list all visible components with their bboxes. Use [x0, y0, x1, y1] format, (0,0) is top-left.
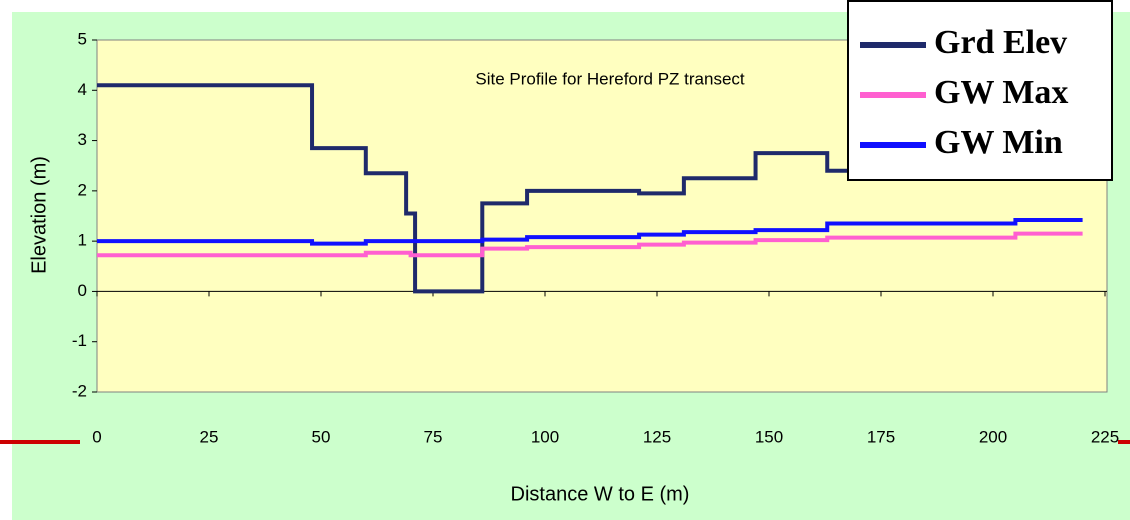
series-line — [97, 231, 1083, 258]
chart-title: Site Profile for Hereford PZ transect — [475, 69, 745, 88]
series-line — [97, 218, 1083, 246]
y-tick-label: 2 — [78, 180, 87, 199]
y-tick-label: 1 — [78, 231, 87, 250]
legend-label: GW Max — [934, 74, 1068, 111]
legend: Grd Elev GW Max GW Min — [847, 0, 1113, 181]
x-tick-label: 25 — [200, 427, 219, 446]
x-tick-label: 200 — [979, 427, 1007, 446]
x-tick-label: 100 — [531, 427, 559, 446]
x-tick-label: 150 — [755, 427, 783, 446]
y-tick-label: -2 — [72, 381, 87, 400]
legend-label: GW Min — [934, 124, 1063, 161]
y-tick-label: 0 — [78, 281, 87, 300]
y-tick-label: 3 — [78, 130, 87, 149]
x-tick-label: 0 — [92, 427, 101, 446]
x-axis-label: Distance W to E (m) — [511, 483, 690, 505]
legend-box — [847, 0, 1113, 181]
y-axis-label: Elevation (m) — [28, 156, 50, 274]
y-tick-label: 4 — [78, 80, 87, 99]
y-tick-label: 5 — [78, 29, 87, 48]
x-tick-label: 50 — [312, 427, 331, 446]
x-tick-label: 75 — [424, 427, 443, 446]
legend-label: Grd Elev — [934, 24, 1067, 61]
series-lines — [97, 83, 1083, 294]
y-tick-label: -1 — [72, 331, 87, 350]
x-tick-label: 225 — [1091, 427, 1119, 446]
series-line — [97, 83, 881, 294]
x-tick-label: 125 — [643, 427, 671, 446]
x-tick-label: 175 — [867, 427, 895, 446]
